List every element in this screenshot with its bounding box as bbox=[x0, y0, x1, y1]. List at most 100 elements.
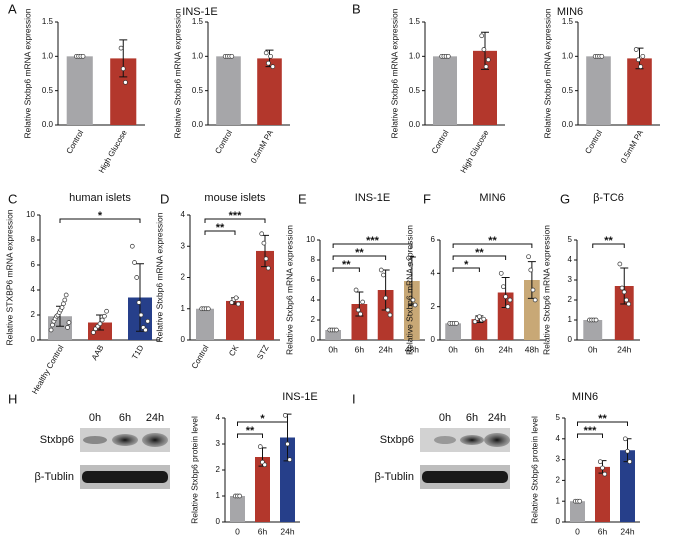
data-point bbox=[445, 53, 451, 59]
significance-label: ** bbox=[355, 247, 364, 259]
data-point bbox=[454, 320, 459, 326]
data-point bbox=[381, 272, 386, 278]
data-point bbox=[80, 53, 86, 59]
x-tick-label: 24h bbox=[379, 344, 393, 354]
panel-label: D bbox=[160, 191, 169, 206]
data-point bbox=[355, 307, 361, 313]
significance-label: ** bbox=[598, 413, 607, 425]
y-tick-label: 3 bbox=[181, 241, 186, 250]
y-tick-label: 0 bbox=[556, 517, 561, 526]
data-point bbox=[266, 60, 271, 66]
y-tick-label: 0.0 bbox=[409, 120, 421, 129]
significance-bracket bbox=[577, 433, 603, 438]
y-tick-label: 0.0 bbox=[42, 120, 54, 129]
y-tick-label: 1.0 bbox=[409, 51, 421, 60]
chart-title: β-TC6 bbox=[593, 192, 624, 204]
y-axis-label: Relative STXBP6 mRNA expression bbox=[4, 209, 14, 345]
data-point bbox=[483, 64, 489, 69]
x-tick-label: AAB bbox=[90, 344, 106, 362]
data-point bbox=[507, 297, 513, 303]
y-tick-label: 4 bbox=[556, 434, 561, 443]
x-tick-label: 0.5mM PA bbox=[249, 128, 276, 165]
bar bbox=[351, 304, 368, 340]
panel-label: B bbox=[352, 1, 361, 16]
y-tick-label: 1.5 bbox=[409, 17, 421, 26]
x-tick-label: 24h bbox=[280, 526, 294, 536]
data-point bbox=[235, 301, 241, 307]
data-point bbox=[97, 321, 103, 327]
data-point bbox=[61, 301, 66, 307]
data-point bbox=[143, 327, 148, 333]
data-point bbox=[118, 45, 124, 51]
y-tick-label: 3 bbox=[568, 275, 573, 284]
significance-label: * bbox=[260, 413, 265, 425]
data-point bbox=[134, 275, 140, 280]
y-tick-label: 5 bbox=[568, 235, 573, 244]
y-tick-label: 8 bbox=[31, 235, 36, 244]
x-tick-label: High Glucose bbox=[97, 128, 129, 175]
y-tick-label: 0.5 bbox=[192, 86, 204, 95]
bar bbox=[614, 286, 634, 340]
row-label: β-Tublin bbox=[374, 471, 414, 483]
error-bar bbox=[136, 263, 144, 332]
data-point bbox=[577, 498, 583, 504]
bar bbox=[497, 292, 514, 340]
y-tick-label: 0 bbox=[568, 335, 573, 344]
data-point bbox=[532, 297, 538, 303]
y-tick-label: 0.5 bbox=[42, 86, 54, 95]
y-axis-label: Relative Stxbp6 mRNA expression bbox=[154, 212, 164, 342]
data-point bbox=[625, 448, 630, 454]
data-point bbox=[477, 314, 482, 320]
x-tick-label: Control bbox=[213, 128, 234, 155]
data-point bbox=[257, 444, 263, 449]
data-point bbox=[627, 459, 633, 465]
bar bbox=[88, 322, 112, 340]
data-point bbox=[621, 289, 627, 295]
bar bbox=[586, 56, 611, 126]
lane-label: 24h bbox=[146, 412, 164, 424]
blot-band bbox=[434, 436, 456, 444]
significance-bracket bbox=[237, 433, 263, 438]
y-tick-label: 1 bbox=[568, 315, 573, 324]
blot-band bbox=[83, 436, 107, 444]
data-point bbox=[268, 53, 273, 59]
data-point bbox=[48, 327, 54, 333]
data-point bbox=[383, 295, 388, 301]
y-tick-label: 10 bbox=[26, 210, 35, 219]
y-tick-label: 4 bbox=[216, 413, 221, 422]
significance-bracket bbox=[452, 243, 533, 248]
data-point bbox=[600, 465, 605, 471]
x-tick-label: 0h bbox=[328, 344, 338, 354]
y-tick-label: 0 bbox=[311, 335, 316, 344]
data-point bbox=[265, 265, 271, 271]
x-tick-label: 0 bbox=[235, 526, 240, 536]
data-point bbox=[505, 304, 511, 310]
y-tick-label: 1.0 bbox=[42, 51, 54, 60]
bar bbox=[433, 56, 457, 126]
significance-label: ** bbox=[475, 247, 484, 259]
data-point bbox=[104, 308, 109, 314]
data-point bbox=[622, 436, 628, 442]
data-point bbox=[132, 260, 137, 265]
data-point bbox=[136, 300, 142, 305]
y-tick-label: 1.0 bbox=[192, 51, 204, 60]
bar bbox=[256, 250, 274, 340]
data-point bbox=[123, 80, 128, 85]
significance-bracket bbox=[332, 267, 360, 272]
data-point bbox=[526, 254, 531, 260]
panel-label: E bbox=[298, 191, 307, 206]
y-tick-label: 1.5 bbox=[562, 17, 574, 26]
y-axis-label: Relative Stxbp6 mRNA expression bbox=[541, 225, 551, 355]
x-tick-label: 24h bbox=[620, 526, 634, 536]
data-point bbox=[129, 243, 135, 249]
data-point bbox=[528, 267, 534, 273]
bar bbox=[196, 308, 214, 340]
bar bbox=[445, 323, 461, 340]
y-tick-label: 2 bbox=[181, 273, 186, 282]
significance-label: ** bbox=[342, 259, 351, 271]
bar bbox=[404, 281, 420, 340]
group-title: INS-1E bbox=[182, 6, 217, 18]
y-tick-label: 1.5 bbox=[192, 17, 204, 26]
data-point bbox=[138, 312, 144, 318]
panel-label: G bbox=[560, 191, 570, 206]
